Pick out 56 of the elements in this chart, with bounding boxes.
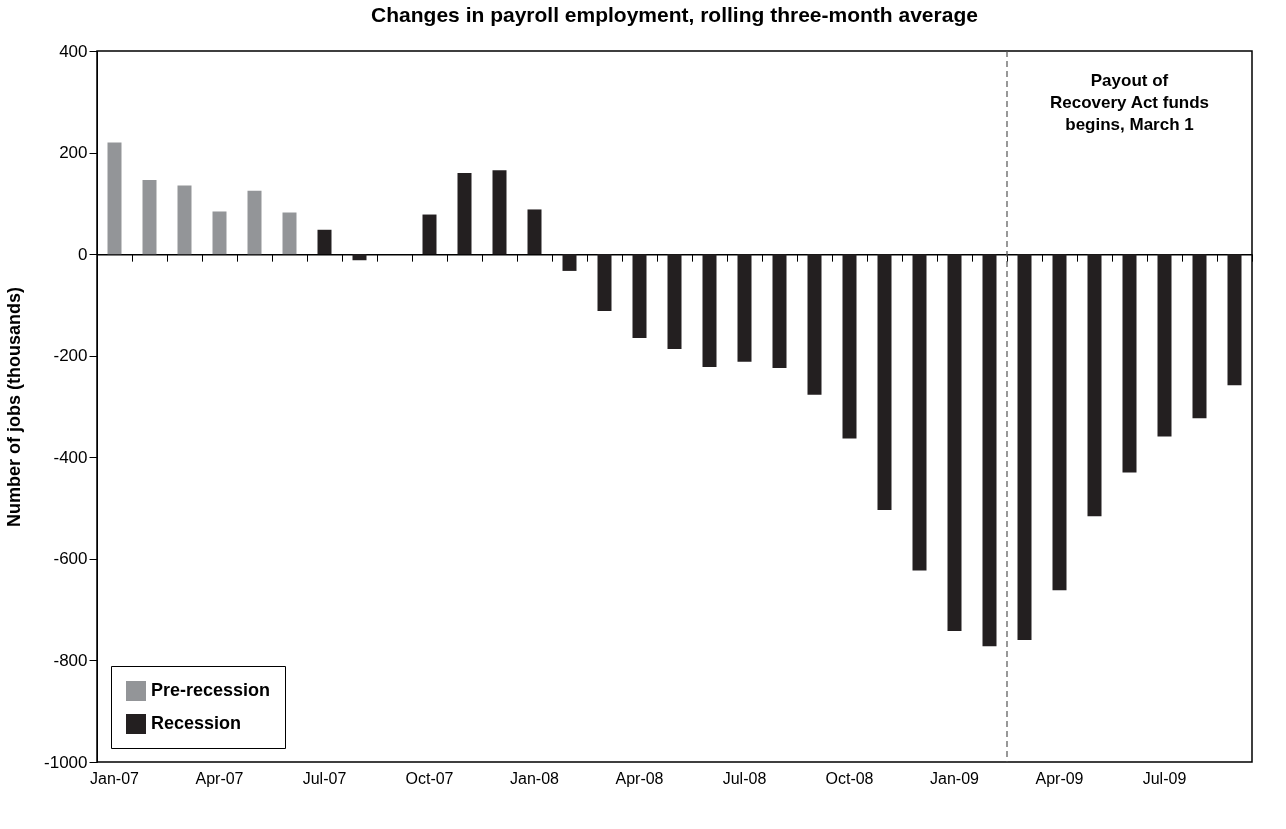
bar	[1192, 254, 1207, 419]
x-tick-label: Jul-07	[302, 769, 347, 787]
x-tick-label: Jul-08	[722, 769, 767, 787]
y-tick-label: 400	[59, 41, 88, 61]
x-tick-label: Oct-07	[405, 769, 454, 787]
bar	[422, 214, 437, 255]
bar	[982, 254, 997, 647]
y-tick-label: -200	[53, 346, 88, 366]
bar	[667, 254, 682, 350]
bar	[1087, 254, 1102, 517]
x-tick-label: Apr-07	[195, 769, 244, 787]
bar	[282, 212, 297, 255]
bar	[177, 185, 192, 255]
legend-label: Recession	[151, 713, 242, 733]
bar	[912, 254, 927, 571]
y-tick-label: 0	[78, 244, 88, 264]
bar	[632, 254, 647, 338]
y-tick-label: -1000	[44, 752, 88, 772]
annotation: Payout of Recovery Act funds begins, March 1	[1049, 71, 1210, 134]
bar	[142, 180, 157, 255]
x-tick-label: Jan-08	[510, 769, 560, 787]
bar	[457, 172, 472, 255]
y-tick-label: -800	[53, 650, 88, 670]
bar	[247, 190, 262, 255]
y-tick-label: 200	[59, 143, 88, 163]
bar	[1017, 254, 1032, 641]
bar	[212, 211, 227, 255]
y-axis-title: Number of jobs (thousands)	[4, 287, 25, 527]
bar	[562, 254, 577, 271]
x-tick-label: Apr-08	[615, 769, 664, 787]
bar	[1227, 254, 1242, 386]
y-tick-label: -400	[53, 447, 88, 467]
x-tick-label: Oct-08	[825, 769, 874, 787]
bar	[772, 254, 787, 368]
legend-label: Pre-recession	[151, 680, 271, 700]
bar	[527, 209, 542, 255]
bar	[352, 254, 367, 261]
bar	[597, 254, 612, 312]
bar	[1122, 254, 1137, 473]
x-tick-label: Apr-09	[1035, 769, 1084, 787]
bar	[842, 254, 857, 439]
bar	[1052, 254, 1067, 591]
y-tick-label: -600	[53, 549, 88, 569]
x-tick-label: Jan-09	[930, 769, 980, 787]
bar	[317, 229, 332, 255]
x-tick-label: Jul-09	[1142, 769, 1187, 787]
bar	[1157, 254, 1172, 437]
x-tick-label: Jan-07	[90, 769, 140, 787]
bar	[877, 254, 892, 511]
chart-title: Changes in payroll employment, rolling three-month average	[371, 3, 978, 26]
bar	[107, 142, 122, 255]
bar	[492, 170, 507, 255]
bar	[737, 254, 752, 362]
bar	[702, 254, 717, 367]
bar	[947, 254, 962, 631]
bar	[807, 254, 822, 395]
